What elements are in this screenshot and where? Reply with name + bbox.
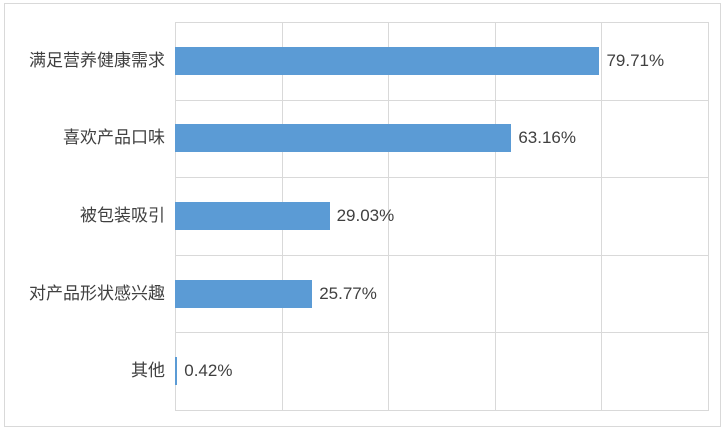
bar: [175, 357, 178, 386]
value-label: 29.03%: [336, 206, 395, 225]
gridline-horizontal: [175, 332, 709, 334]
value-label: 25.77%: [319, 283, 377, 303]
value-label: 79.71%: [606, 50, 665, 70]
gridline-vertical: [707, 22, 709, 410]
value-label: 0.42%: [184, 361, 233, 381]
bar: [175, 124, 512, 153]
category-label: 被包装吸引: [80, 206, 165, 225]
gridline-horizontal: [175, 410, 709, 411]
gridline-horizontal: [175, 177, 709, 179]
gridline-horizontal: [175, 254, 709, 256]
bar: [175, 202, 330, 230]
gridline-horizontal: [175, 99, 709, 101]
category-label: 其他: [131, 361, 165, 381]
category-label: 喜欢产品口味: [63, 128, 165, 148]
bar: [175, 279, 313, 308]
category-label: 对产品形状感兴趣: [29, 283, 165, 303]
bar: [175, 46, 600, 75]
gridline-vertical: [494, 22, 496, 410]
gridline-vertical: [601, 22, 602, 410]
value-label: 63.16%: [518, 128, 576, 148]
category-label: 满足营养健康需求: [29, 50, 165, 70]
gridline-horizontal: [175, 22, 709, 23]
gridline-vertical: [388, 22, 389, 410]
